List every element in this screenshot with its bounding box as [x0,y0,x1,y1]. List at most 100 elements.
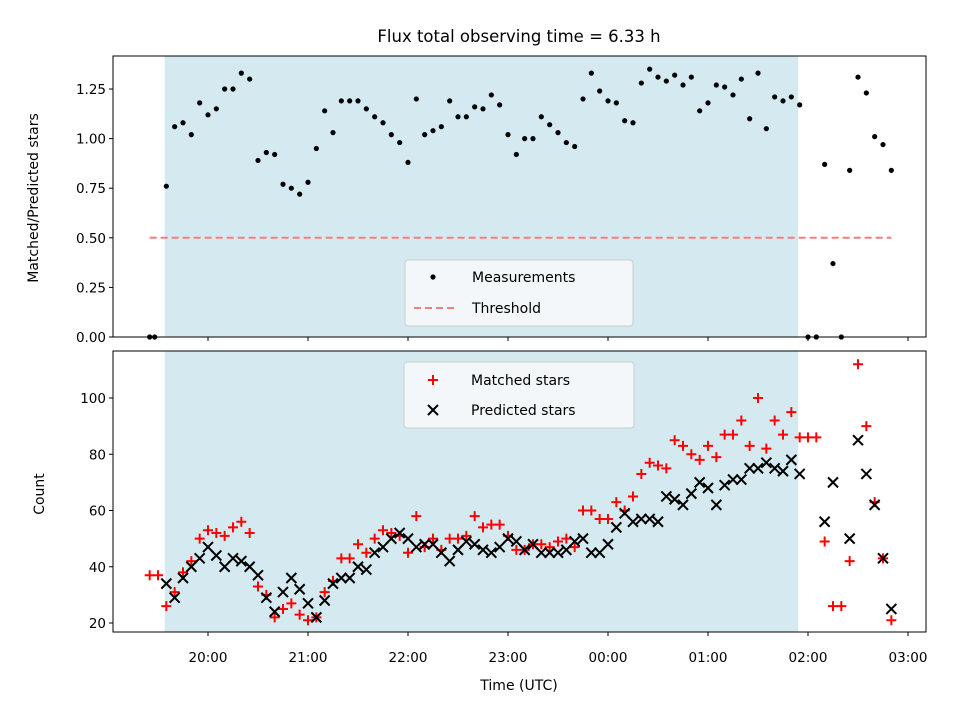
matched-star-point [586,505,597,516]
predicted-star-point [718,479,731,491]
x-tick-label: 03:00 [889,650,928,666]
predicted-star-point [327,577,339,590]
top-y-tick-label: 0.75 [76,181,106,197]
predicted-star-point [418,538,431,550]
measurement-point [222,86,228,92]
measurement-point [822,161,828,167]
matched-star-point [336,553,347,564]
matched-star-point [361,547,372,558]
matched-star-point [319,587,330,598]
measurement-point [380,120,386,126]
bottom-plot: 20 40 60 80 100 20:00 21:00 22:00 23:00 00:00 01:0… [80,350,928,666]
predicted-star-point [535,546,548,559]
matched-star-point [303,615,313,626]
predicted-star-point [743,462,756,475]
predicted-star-point [735,473,748,486]
predicted-star-point [310,611,323,624]
predicted-star-point [635,513,648,525]
x-axis-label: Time (UTC) [479,678,557,694]
measurement-point [180,120,186,126]
measurement-point [830,260,836,267]
bottom-y-tick-label: 40 [89,560,106,576]
bottom-axes-frame [112,350,927,633]
predicted-star-point [318,594,331,607]
predicted-star-point [193,552,206,565]
predicted-star-point [518,544,531,556]
measurement-point [747,116,753,122]
measurement-point [272,151,278,158]
x-tick-label: 01:00 [689,650,728,666]
matched-star-point [711,452,722,463]
matched-star-point [678,440,688,451]
top-legend: Measurements Threshold [404,259,634,327]
measurement-point [430,128,436,134]
top-y-tick-label: 0.50 [76,231,106,247]
matched-star-point [769,415,780,426]
matched-star-point [853,359,863,370]
measurement-point [780,98,786,104]
matched-star-point [469,511,480,522]
predicted-star-point [460,535,473,548]
measurement-point [438,124,444,130]
predicted-star-point [727,473,739,486]
measurement-point [355,98,361,104]
predicted-star-point [227,552,239,565]
predicted-star-point [627,516,639,528]
measurement-point [397,139,403,146]
bottom-legend-box [403,361,635,429]
predicted-star-point [485,546,498,559]
predicted-star-point [560,544,573,556]
matched-star-point [344,553,355,564]
matched-star-point [786,407,797,418]
measurement-point [472,104,478,110]
measurement-point [497,102,503,108]
measurement-point [772,94,778,100]
matched-star-point [661,463,672,474]
matched-star-point [844,556,855,567]
matched-star-point [728,429,738,440]
chart-title: Flux total observing time = 6.33 h [377,27,660,46]
bottom-y-tick-label: 20 [89,616,106,632]
top-y-tick-label: 0.25 [76,280,106,296]
matched-star-point [269,612,280,623]
measurement-point [372,114,378,120]
predicted-star-point [360,563,373,576]
measurement-point [405,159,411,166]
matched-star-point [186,556,197,567]
measurement-point [163,183,169,189]
measurement-point [855,74,861,80]
measurement-point [788,94,794,100]
matched-star-point [744,440,755,451]
matched-star-point [453,533,463,544]
measurement-point [422,132,428,138]
matched-star-point [628,491,638,502]
predicted-star-point [410,541,423,553]
measurement-point [213,106,219,112]
predicted-star-point [577,532,589,545]
predicted-star-point [285,572,298,584]
predicted-star-point [677,499,689,511]
top-plot: 0.00 0.25 0.50 0.75 1.00 1.25 Measurements Thre… [76,55,927,346]
measurement-point [730,92,736,98]
predicted-star-point [252,569,264,581]
predicted-star-point [818,516,831,528]
measurement-point [480,106,486,112]
matched-star-point [611,497,622,508]
matched-star-point [669,435,680,446]
matched-star-point [644,457,655,468]
x-tick-label: 23:00 [489,650,528,666]
predicted-star-point [552,546,564,559]
legend-measurements-marker [430,274,436,280]
measurement-point [597,88,603,94]
predicted-star-point [768,462,781,475]
matched-star-point [286,598,297,609]
predicted-star-point [827,476,839,489]
measurement-point [563,139,569,146]
matched-star-point [511,544,522,555]
predicted-star-point [160,577,173,590]
measurement-point [663,78,669,84]
measurement-point [347,98,353,104]
matched-star-point [686,449,697,460]
predicted-star-point [277,586,289,598]
